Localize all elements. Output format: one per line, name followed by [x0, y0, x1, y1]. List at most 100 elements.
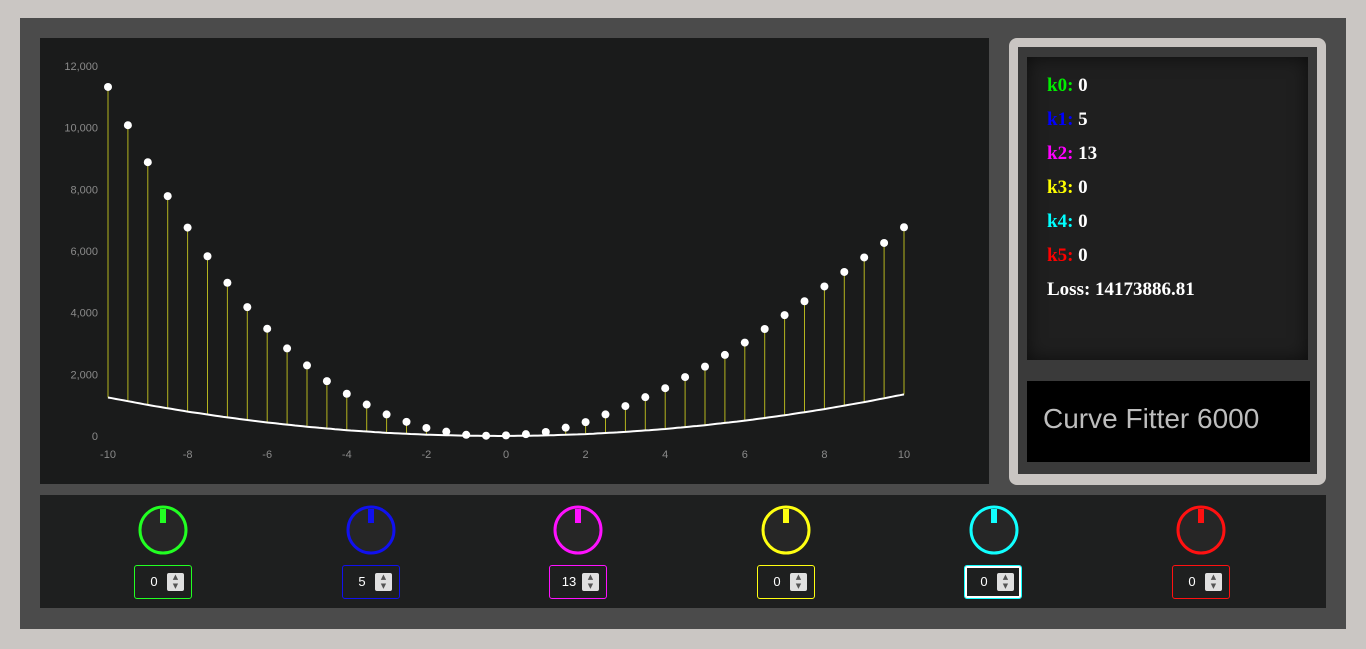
knob-k5[interactable]: [1174, 503, 1228, 557]
knob-k0[interactable]: [136, 503, 190, 557]
data-point: [422, 423, 431, 432]
data-point: [561, 423, 570, 432]
knob-ring: [138, 505, 188, 555]
knob-k4[interactable]: [967, 503, 1021, 557]
param-row-k0: k0: 0: [1047, 75, 1088, 97]
stepper-value-k3: 0: [773, 574, 781, 589]
data-point: [502, 431, 510, 440]
chevron-down-icon[interactable]: ▼: [172, 582, 179, 590]
stepper-k2[interactable]: 13 ▲ ▼: [549, 565, 607, 599]
data-point: [123, 121, 132, 130]
data-point: [183, 223, 192, 232]
data-point: [800, 297, 809, 306]
param-value-k0: 0: [1078, 75, 1088, 96]
param-row-k2: k2: 13: [1047, 143, 1097, 165]
y-tick-label: 0: [92, 431, 98, 443]
knob-k1[interactable]: [344, 503, 398, 557]
param-row-k4: k4: 0: [1047, 211, 1088, 233]
param-value-k3: 0: [1078, 177, 1088, 198]
data-point: [482, 431, 491, 440]
param-label-k5: k5:: [1047, 245, 1074, 266]
data-point: [820, 282, 829, 291]
param-row-k1: k1: 5: [1047, 109, 1088, 131]
param-value-k5: 0: [1078, 245, 1088, 266]
stepper-value-k0: 0: [150, 574, 158, 589]
param-label-k0: k0:: [1047, 75, 1074, 96]
knob-ring: [553, 505, 603, 555]
title-box: Curve Fitter 6000: [1027, 381, 1310, 462]
spin-buttons-k3: ▲ ▼: [790, 573, 807, 591]
chevron-up-icon[interactable]: ▲: [587, 573, 594, 581]
spin-buttons-k0: ▲ ▼: [167, 573, 184, 591]
data-point: [283, 344, 292, 353]
knob-k2[interactable]: [551, 503, 605, 557]
x-tick-label: -8: [183, 449, 193, 461]
param-value-k2: 13: [1078, 143, 1098, 164]
data-point: [382, 410, 391, 419]
chevron-up-icon[interactable]: ▲: [795, 573, 802, 581]
stepper-value-k4: 0: [980, 574, 988, 589]
knob-ring: [346, 505, 396, 555]
chevron-up-icon[interactable]: ▲: [1002, 573, 1009, 581]
data-point: [303, 361, 311, 370]
loss-label: Loss:: [1047, 279, 1091, 300]
app-title: Curve Fitter 6000: [1043, 403, 1260, 434]
info-panel: k0: 0 k1: 5 k2: 13 k3: 0 k4: 0: [1018, 47, 1317, 474]
y-tick-label: 6,000: [70, 246, 98, 258]
chevron-down-icon[interactable]: ▼: [1210, 582, 1217, 590]
chevron-up-icon[interactable]: ▲: [1210, 573, 1217, 581]
data-point: [641, 393, 650, 402]
chevron-up-icon[interactable]: ▲: [172, 573, 179, 581]
data-point: [322, 377, 331, 386]
chevron-down-icon[interactable]: ▼: [380, 582, 387, 590]
chevron-down-icon[interactable]: ▼: [1002, 582, 1009, 590]
x-tick-label: -2: [422, 449, 432, 461]
knob-ring: [969, 505, 1019, 555]
data-point: [880, 238, 889, 247]
data-point: [402, 417, 411, 426]
stepper-k3[interactable]: 0 ▲ ▼: [757, 565, 815, 599]
data-point: [243, 303, 252, 312]
data-point: [263, 324, 272, 333]
data-point: [223, 278, 232, 287]
x-tick-label: -10: [100, 449, 116, 461]
info-frame: k0: 0 k1: 5 k2: 13 k3: 0 k4: 0: [1009, 38, 1326, 485]
chevron-up-icon[interactable]: ▲: [380, 573, 387, 581]
param-label-k2: k2:: [1047, 143, 1074, 164]
knob-k3[interactable]: [759, 503, 813, 557]
controls-bar: 0 ▲ ▼ 5 ▲ ▼ 13 ▲: [40, 495, 1326, 608]
stepper-k1[interactable]: 5 ▲ ▼: [342, 565, 400, 599]
knob-ring: [1176, 505, 1226, 555]
data-point: [462, 430, 471, 439]
stepper-value-k1: 5: [358, 574, 366, 589]
data-point: [780, 311, 789, 320]
stepper-value-k5: 0: [1188, 574, 1196, 589]
param-label-k4: k4:: [1047, 211, 1074, 232]
data-point: [342, 389, 351, 398]
param-value-k1: 5: [1078, 109, 1088, 130]
param-label-k3: k3:: [1047, 177, 1074, 198]
loss-value: 14173886.81: [1095, 279, 1195, 300]
spin-buttons-k4: ▲ ▼: [997, 573, 1014, 591]
param-label-k1: k1:: [1047, 109, 1074, 130]
stepper-k5[interactable]: 0 ▲ ▼: [1172, 565, 1230, 599]
stepper-k0[interactable]: 0 ▲ ▼: [134, 565, 192, 599]
stepper-k4[interactable]: 0 ▲ ▼: [964, 565, 1022, 599]
x-tick-label: 2: [583, 449, 589, 461]
chevron-down-icon[interactable]: ▼: [587, 582, 594, 590]
data-point: [860, 253, 869, 262]
chevron-down-icon[interactable]: ▼: [795, 582, 802, 590]
data-point: [720, 350, 729, 359]
x-tick-label: 0: [503, 449, 509, 461]
spin-buttons-k5: ▲ ▼: [1205, 573, 1222, 591]
data-point: [900, 223, 908, 232]
y-tick-label: 4,000: [70, 308, 98, 320]
y-tick-label: 10,000: [64, 123, 98, 135]
data-point: [521, 430, 530, 439]
y-tick-label: 8,000: [70, 184, 98, 196]
chart: 12,000 10,000 8,000 6,000 4,000 2,000 0 -10 -8 -…: [64, 61, 910, 461]
x-tick-label: 4: [662, 449, 668, 461]
data-point: [760, 325, 769, 334]
chart-panel: 12,000 10,000 8,000 6,000 4,000 2,000 0 -10 -8 -…: [40, 38, 989, 484]
spin-buttons-k2: ▲ ▼: [582, 573, 599, 591]
